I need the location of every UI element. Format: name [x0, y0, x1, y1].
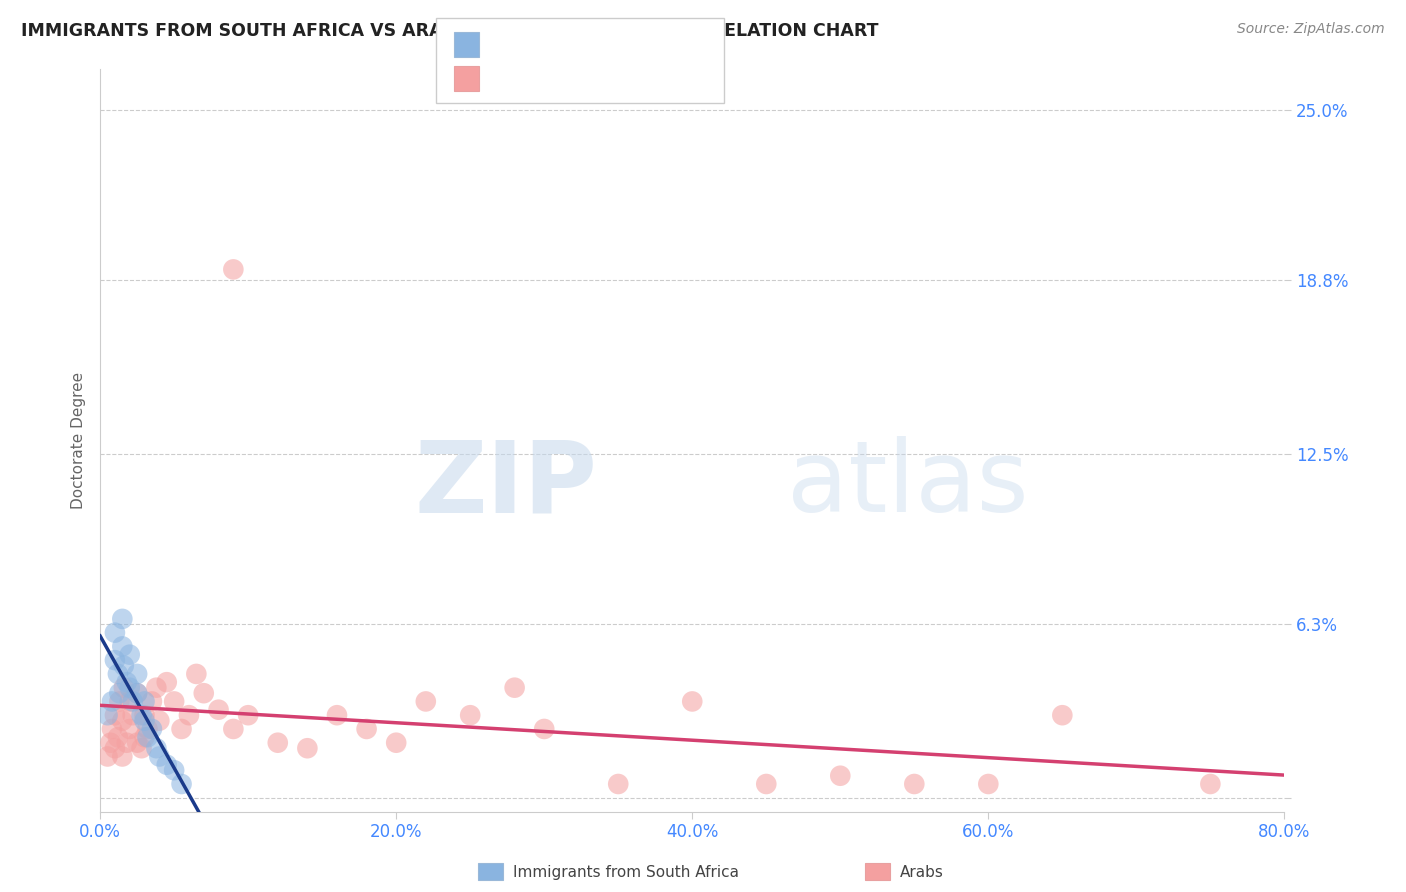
Y-axis label: Doctorate Degree: Doctorate Degree	[72, 371, 86, 508]
Point	[115, 736, 138, 750]
Point	[830, 769, 852, 783]
Point	[118, 694, 141, 708]
Point	[96, 749, 118, 764]
Point	[136, 730, 159, 744]
Point	[131, 741, 153, 756]
Point	[458, 708, 481, 723]
Text: R =  0.197    N = 49: R = 0.197 N = 49	[491, 71, 645, 86]
Point	[222, 722, 245, 736]
Point	[96, 708, 118, 723]
Point	[111, 749, 134, 764]
Point	[415, 694, 437, 708]
Point	[100, 736, 122, 750]
Point	[134, 708, 156, 723]
Point	[207, 703, 229, 717]
Point	[177, 708, 200, 723]
Point	[186, 667, 208, 681]
Point	[108, 686, 131, 700]
Point	[163, 763, 186, 777]
Point	[107, 667, 129, 681]
Point	[136, 722, 159, 736]
Point	[148, 714, 170, 728]
Point	[134, 694, 156, 708]
Point	[127, 686, 149, 700]
Point	[121, 694, 143, 708]
Point	[111, 714, 134, 728]
Point	[755, 777, 778, 791]
Text: Arabs: Arabs	[900, 865, 943, 880]
Point	[145, 741, 167, 756]
Point	[141, 722, 163, 736]
Point	[118, 648, 141, 662]
Point	[108, 694, 131, 708]
Point	[121, 708, 143, 723]
Point	[903, 777, 925, 791]
Point	[131, 708, 153, 723]
Point	[115, 675, 138, 690]
Point	[134, 714, 156, 728]
Point	[681, 694, 703, 708]
Point	[111, 612, 134, 626]
Point	[326, 708, 349, 723]
Point	[356, 722, 378, 736]
Text: Source: ZipAtlas.com: Source: ZipAtlas.com	[1237, 22, 1385, 37]
Point	[145, 681, 167, 695]
Point	[1052, 708, 1074, 723]
Point	[1199, 777, 1222, 791]
Point	[297, 741, 319, 756]
Point	[222, 262, 245, 277]
Point	[118, 681, 141, 695]
Point	[112, 658, 135, 673]
Point	[118, 722, 141, 736]
Point	[134, 730, 156, 744]
Point	[101, 694, 124, 708]
Text: IMMIGRANTS FROM SOUTH AFRICA VS ARAB DOCTORATE DEGREE CORRELATION CHART: IMMIGRANTS FROM SOUTH AFRICA VS ARAB DOC…	[21, 22, 879, 40]
Point	[503, 681, 526, 695]
Point	[385, 736, 408, 750]
Point	[104, 653, 127, 667]
Point	[127, 736, 149, 750]
Point	[533, 722, 555, 736]
Point	[156, 757, 179, 772]
Text: atlas: atlas	[787, 436, 1029, 533]
Point	[156, 675, 179, 690]
Point	[977, 777, 1000, 791]
Point	[607, 777, 630, 791]
Point	[238, 708, 260, 723]
Point	[104, 708, 127, 723]
Text: R = -0.543    N = 25: R = -0.543 N = 25	[491, 37, 645, 52]
Point	[104, 741, 127, 756]
Point	[163, 694, 186, 708]
Point	[107, 730, 129, 744]
Text: ZIP: ZIP	[415, 436, 598, 533]
Point	[170, 722, 193, 736]
Point	[127, 686, 149, 700]
Point	[101, 722, 124, 736]
Point	[141, 694, 163, 708]
Point	[193, 686, 215, 700]
Point	[111, 640, 134, 654]
Point	[127, 667, 149, 681]
Point	[112, 681, 135, 695]
Point	[148, 749, 170, 764]
Text: Immigrants from South Africa: Immigrants from South Africa	[513, 865, 740, 880]
Point	[170, 777, 193, 791]
Point	[104, 625, 127, 640]
Point	[267, 736, 290, 750]
